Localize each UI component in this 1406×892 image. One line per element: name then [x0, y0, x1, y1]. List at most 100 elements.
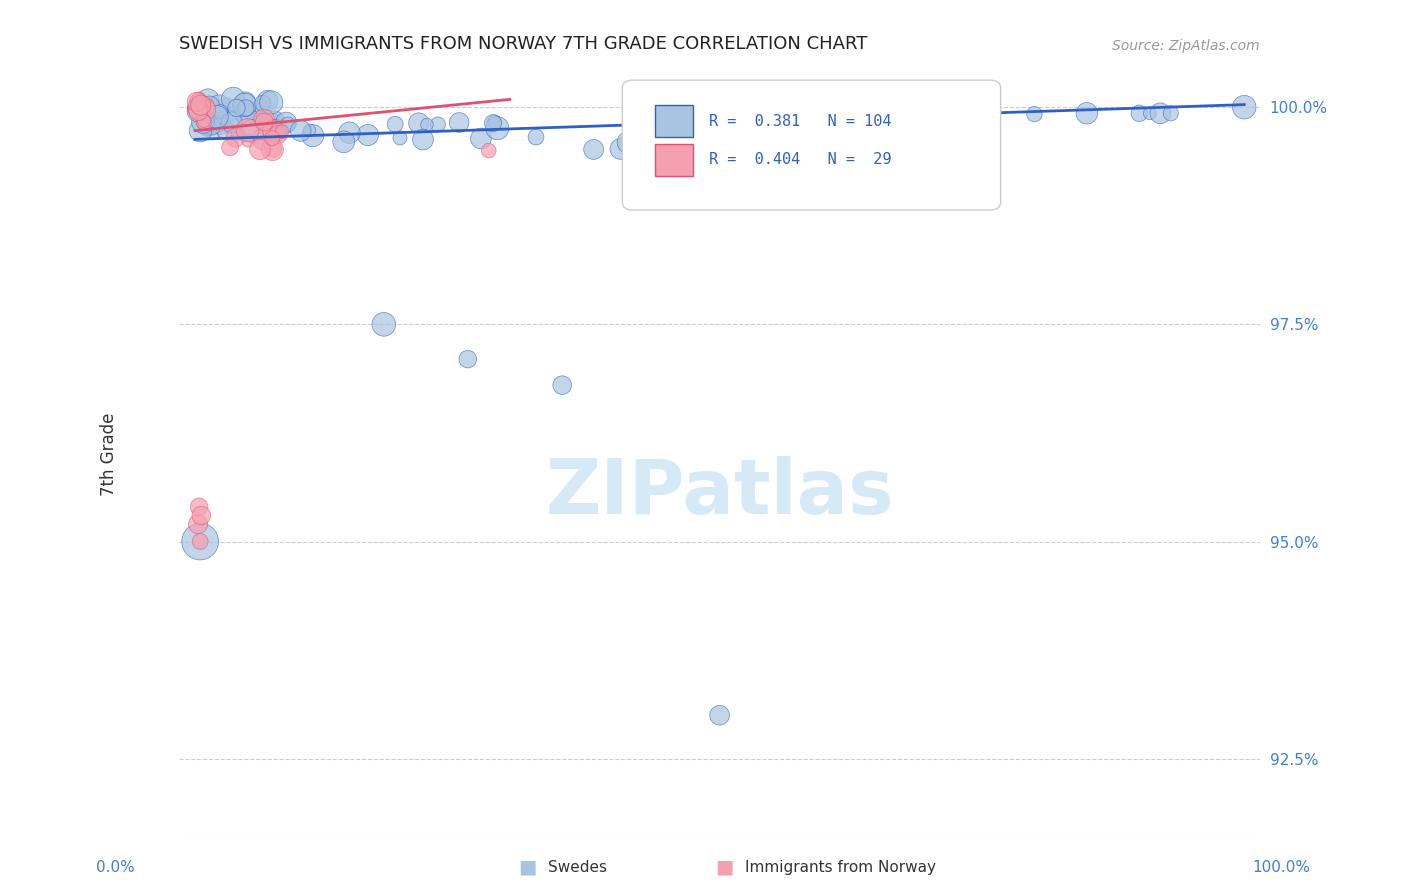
Point — [209, 104, 232, 119]
Point — [262, 131, 284, 145]
Point — [194, 99, 217, 113]
Point — [264, 122, 287, 136]
Point — [339, 126, 361, 140]
Text: 0.0%: 0.0% — [96, 860, 135, 874]
Point — [332, 135, 354, 149]
Text: R =  0.404   N =  29: R = 0.404 N = 29 — [709, 153, 891, 167]
Text: SWEDISH VS IMMIGRANTS FROM NORWAY 7TH GRADE CORRELATION CHART: SWEDISH VS IMMIGRANTS FROM NORWAY 7TH GR… — [179, 36, 868, 54]
Point — [187, 104, 209, 119]
Point — [661, 135, 683, 149]
Point — [226, 126, 249, 140]
Point — [215, 124, 238, 138]
Point — [243, 105, 266, 120]
Point — [188, 500, 211, 514]
Point — [195, 121, 218, 136]
Point — [193, 115, 215, 129]
Point — [191, 115, 214, 129]
Text: 7th Grade: 7th Grade — [100, 413, 118, 496]
Point — [274, 115, 297, 129]
Point — [263, 113, 285, 128]
Point — [197, 93, 219, 107]
Point — [260, 95, 283, 110]
Point — [970, 107, 993, 121]
Point — [245, 108, 267, 122]
Point — [253, 132, 276, 146]
Point — [249, 142, 271, 156]
Point — [449, 115, 471, 129]
Text: ZIPatlas: ZIPatlas — [546, 456, 894, 530]
Point — [250, 99, 273, 113]
Text: 100.0%: 100.0% — [1253, 860, 1310, 874]
Point — [470, 131, 492, 145]
Point — [252, 96, 274, 111]
Text: Immigrants from Norway: Immigrants from Norway — [745, 860, 936, 874]
Text: Source: ZipAtlas.com: Source: ZipAtlas.com — [1112, 39, 1260, 54]
Point — [253, 112, 276, 127]
Point — [709, 708, 731, 723]
Point — [806, 144, 828, 158]
Point — [1233, 100, 1256, 114]
Point — [617, 136, 640, 150]
Point — [866, 109, 889, 123]
Point — [233, 98, 256, 112]
Point — [803, 147, 825, 161]
Point — [416, 118, 439, 132]
Bar — [655, 144, 693, 176]
Point — [1076, 106, 1098, 120]
Point — [190, 508, 212, 523]
Point — [408, 116, 430, 130]
Point — [478, 144, 501, 158]
Point — [373, 318, 395, 332]
Point — [262, 143, 284, 157]
Point — [188, 534, 211, 549]
Point — [1128, 106, 1150, 120]
Point — [1139, 106, 1161, 120]
Point — [262, 123, 284, 137]
Point — [524, 130, 547, 145]
Point — [209, 117, 232, 131]
Point — [198, 115, 221, 129]
Bar — [655, 105, 693, 137]
Point — [647, 120, 669, 135]
Point — [187, 102, 209, 116]
Point — [194, 115, 217, 129]
Point — [551, 378, 574, 392]
Point — [412, 132, 434, 146]
Point — [188, 93, 211, 107]
Point — [188, 534, 211, 549]
Point — [486, 121, 509, 136]
Point — [298, 123, 321, 137]
Point — [208, 98, 231, 112]
Point — [186, 95, 208, 109]
Text: R =  0.381   N = 104: R = 0.381 N = 104 — [709, 114, 891, 128]
Point — [277, 117, 299, 131]
Point — [200, 112, 222, 127]
Point — [918, 109, 941, 123]
Point — [219, 140, 242, 154]
Point — [688, 151, 710, 165]
Point — [233, 107, 256, 121]
Point — [263, 115, 285, 129]
Point — [219, 114, 242, 128]
Point — [609, 142, 631, 156]
Point — [301, 128, 323, 143]
Point — [426, 117, 449, 131]
FancyBboxPatch shape — [623, 80, 1001, 210]
Point — [208, 116, 231, 130]
Point — [799, 131, 821, 145]
Point — [187, 517, 209, 532]
Point — [187, 102, 209, 116]
Point — [266, 123, 288, 137]
Point — [1149, 106, 1171, 120]
Point — [188, 92, 211, 106]
Point — [228, 97, 250, 112]
Point — [187, 104, 209, 119]
Point — [198, 99, 221, 113]
Point — [240, 124, 263, 138]
Point — [201, 120, 224, 134]
Point — [253, 120, 276, 134]
Point — [186, 95, 208, 109]
Point — [735, 143, 758, 157]
Point — [188, 99, 211, 113]
Point — [236, 123, 259, 137]
